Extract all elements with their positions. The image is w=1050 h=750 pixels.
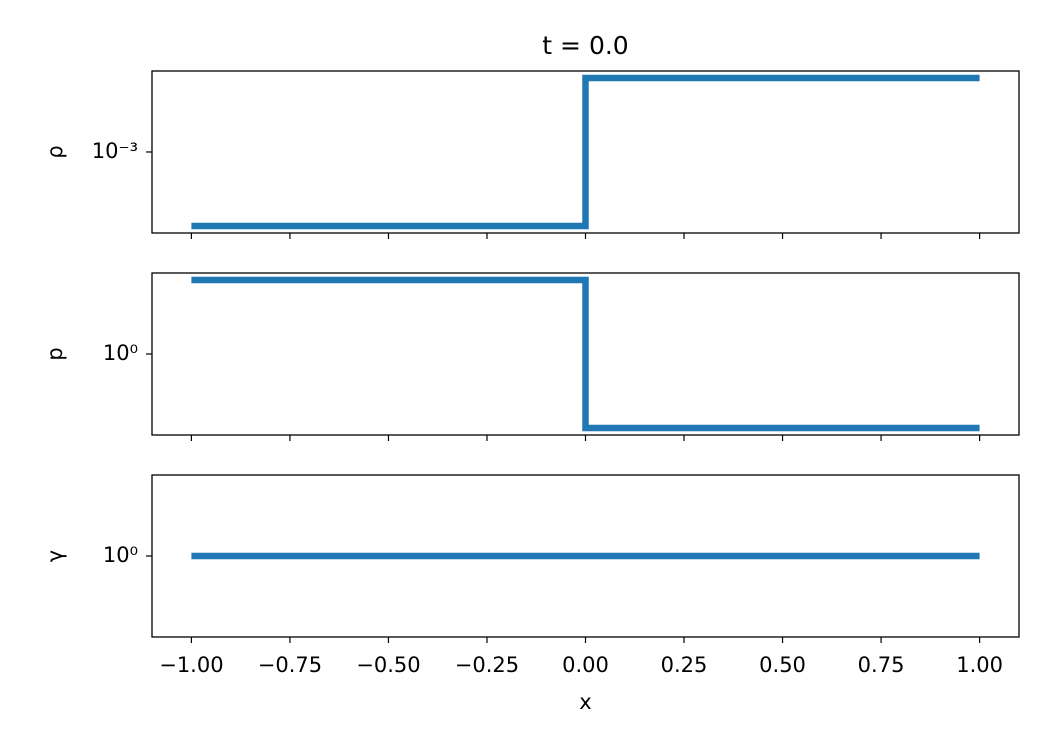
data-line — [191, 276, 980, 432]
y-axis-label: γ — [43, 550, 67, 562]
x-tick-label: 0.25 — [661, 653, 708, 677]
y-tick-label: 10⁰ — [103, 543, 138, 567]
x-tick-label: −0.75 — [258, 653, 322, 677]
x-tick-label: 1.00 — [956, 653, 1003, 677]
x-tick-label: 0.00 — [562, 653, 609, 677]
y-axis-label: ρ — [43, 145, 67, 158]
x-axis-label: x — [579, 690, 591, 714]
x-tick-label: −0.25 — [455, 653, 519, 677]
chart-title: t = 0.0 — [542, 31, 628, 60]
x-tick-label: −1.00 — [159, 653, 223, 677]
y-axis-label: p — [43, 347, 67, 360]
y-tick-label: 10⁰ — [103, 341, 138, 365]
y-tick-label: 10⁻³ — [92, 139, 138, 163]
x-tick-label: 0.75 — [858, 653, 905, 677]
data-line — [191, 74, 980, 230]
x-tick-label: −0.50 — [356, 653, 420, 677]
x-tick-label: 0.50 — [759, 653, 806, 677]
